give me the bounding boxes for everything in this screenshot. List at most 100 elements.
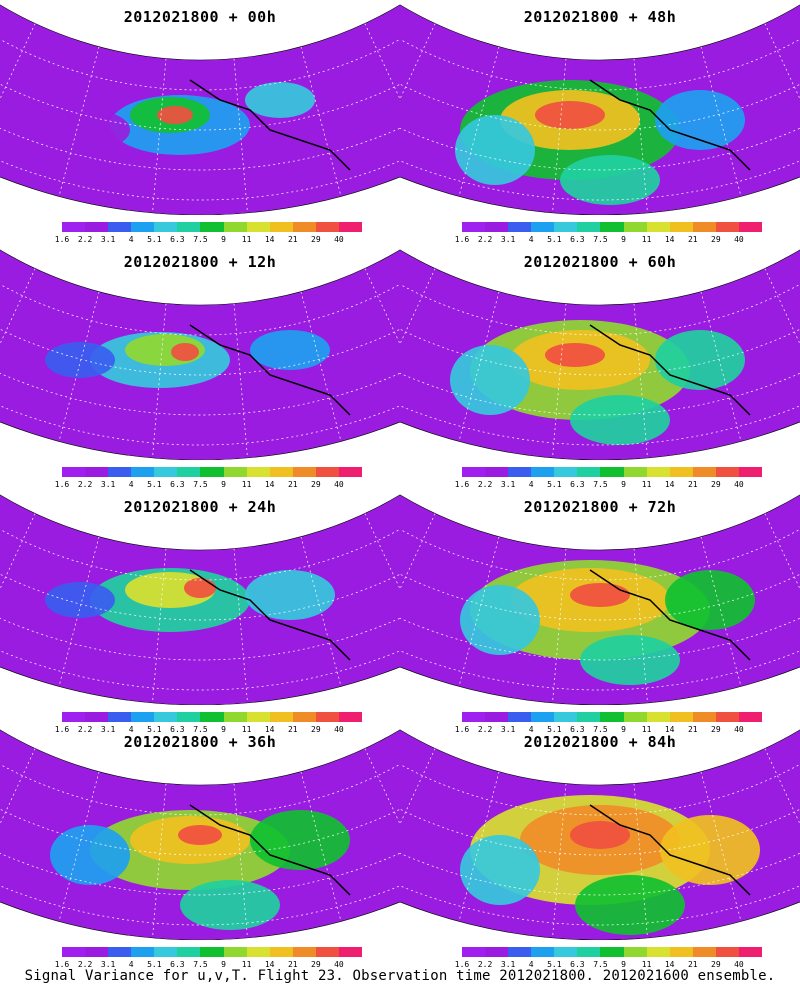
- colorbar-swatch: [531, 947, 555, 957]
- colorbar-tick-label: 11: [241, 960, 252, 969]
- variance-region: [250, 330, 330, 370]
- colorbar-swatch: [462, 467, 486, 477]
- colorbar-tick-label: 11: [641, 480, 652, 489]
- colorbar-swatch: [154, 947, 178, 957]
- panel-48h: 2012021800 + 48h 1.6 2.2 3.1 4 5.1 6.3 7.5 9 11 1…: [400, 0, 800, 245]
- colorbar-swatch: [623, 947, 647, 957]
- panel-title: 2012021800 + 48h: [523, 8, 677, 26]
- colorbar-tick-label: 7.5: [193, 235, 208, 244]
- colorbar-tick-label: 6.3: [570, 960, 585, 969]
- panel-title: 2012021800 + 36h: [123, 733, 277, 751]
- colorbar-swatch: [292, 467, 316, 477]
- variance-region: [245, 570, 335, 620]
- colorbar-tick-label: 9: [621, 480, 626, 489]
- colorbar-swatch: [531, 712, 555, 722]
- colorbar-tick-label: 4: [528, 725, 534, 734]
- colorbar-swatch: [715, 712, 739, 722]
- colorbar-tick-label: 2.2: [77, 480, 93, 489]
- colorbar-swatch: [246, 222, 270, 232]
- variance-region: [50, 110, 130, 150]
- colorbar-swatch: [738, 222, 763, 232]
- colorbar-swatch: [85, 712, 109, 722]
- colorbar-tick-label: 29: [311, 235, 321, 244]
- colorbar-tick-label: 21: [687, 235, 698, 244]
- colorbar-swatch: [108, 467, 132, 477]
- colorbar-tick-label: 40: [334, 960, 344, 969]
- colorbar-tick-label: 1.6: [454, 480, 470, 489]
- panel-title: 2012021800 + 72h: [523, 498, 677, 516]
- colorbar-swatch: [246, 947, 270, 957]
- panel-title: 2012021800 + 00h: [123, 8, 277, 26]
- colorbar-tick-label: 40: [734, 725, 744, 734]
- colorbar-swatch: [108, 712, 132, 722]
- colorbar-swatch: [600, 947, 624, 957]
- colorbar-tick-label: 7.5: [593, 960, 608, 969]
- colorbar-swatch: [600, 222, 624, 232]
- colorbar-tick-label: 14: [264, 960, 275, 969]
- colorbar-swatch: [738, 467, 763, 477]
- colorbar-tick-label: 4: [128, 480, 134, 489]
- colorbar-tick-label: 6.3: [170, 725, 185, 734]
- colorbar-tick-label: 29: [711, 725, 721, 734]
- colorbar-swatch: [577, 712, 601, 722]
- colorbar-swatch: [131, 712, 155, 722]
- colorbar-tick-label: 9: [221, 235, 226, 244]
- colorbar-swatch: [131, 467, 155, 477]
- colorbar: [62, 712, 363, 722]
- colorbar-swatch: [577, 947, 601, 957]
- colorbar-tick-label: 21: [287, 960, 298, 969]
- colorbar-tick-label: 29: [311, 725, 321, 734]
- colorbar-tick-label: 11: [241, 725, 252, 734]
- panel-84h: 2012021800 + 84h 1.6 2.2 3.1 4 5.1 6.3 7.5 9 11 1…: [400, 725, 800, 970]
- colorbar: [62, 467, 363, 477]
- colorbar-tick-label: 1.6: [54, 480, 70, 489]
- colorbar-swatch: [669, 947, 693, 957]
- variance-region: [455, 115, 535, 185]
- colorbar-tick-label: 2.2: [477, 960, 493, 969]
- polar-sector-map: [400, 725, 800, 940]
- variance-region: [655, 90, 745, 150]
- colorbar-swatch: [485, 222, 509, 232]
- colorbar-swatch: [623, 222, 647, 232]
- colorbar-swatch: [154, 222, 178, 232]
- colorbar-tick-label: 29: [711, 960, 721, 969]
- colorbar-swatch: [246, 712, 270, 722]
- colorbar-tick-label: 29: [711, 480, 721, 489]
- variance-region: [250, 810, 350, 870]
- polar-sector-map: [0, 245, 400, 460]
- variance-region: [50, 825, 130, 885]
- colorbar-swatch: [692, 712, 716, 722]
- colorbar-tick-label: 9: [221, 725, 226, 734]
- variance-region: [171, 343, 199, 361]
- colorbar-swatch: [692, 467, 716, 477]
- colorbar-swatch: [485, 712, 509, 722]
- panel-60h: 2012021800 + 60h 1.6 2.2 3.1 4 5.1 6.3 7.5 9 11 1…: [400, 245, 800, 490]
- variance-region: [184, 578, 216, 598]
- colorbar-swatch: [292, 712, 316, 722]
- colorbar-swatch: [223, 947, 247, 957]
- colorbar-swatch: [315, 947, 339, 957]
- panel-72h: 2012021800 + 72h 1.6 2.2 3.1 4 5.1 6.3 7.5 9 11 1…: [400, 490, 800, 735]
- variance-region: [575, 875, 685, 935]
- colorbar-tick-label: 40: [334, 480, 344, 489]
- colorbar-swatch: [462, 712, 486, 722]
- variance-region: [460, 835, 540, 905]
- colorbar-swatch: [292, 947, 316, 957]
- variance-region: [45, 582, 115, 618]
- colorbar-swatch: [338, 712, 363, 722]
- colorbar-swatch: [62, 947, 86, 957]
- colorbar-tick-label: 2.2: [77, 960, 93, 969]
- colorbar-tick-label: 4: [528, 480, 534, 489]
- colorbar: [462, 712, 763, 722]
- colorbar-tick-label: 29: [311, 960, 321, 969]
- colorbar-swatch: [154, 712, 178, 722]
- colorbar-swatch: [623, 467, 647, 477]
- polar-sector-map: [400, 490, 800, 705]
- colorbar-tick-label: 6.3: [170, 960, 185, 969]
- colorbar-swatch: [646, 947, 670, 957]
- colorbar-swatch: [508, 947, 532, 957]
- colorbar-tick-label: 40: [734, 235, 744, 244]
- colorbar-tick-label: 3.1: [500, 480, 516, 489]
- colorbar-tick-label: 21: [687, 725, 698, 734]
- colorbar-swatch: [62, 222, 86, 232]
